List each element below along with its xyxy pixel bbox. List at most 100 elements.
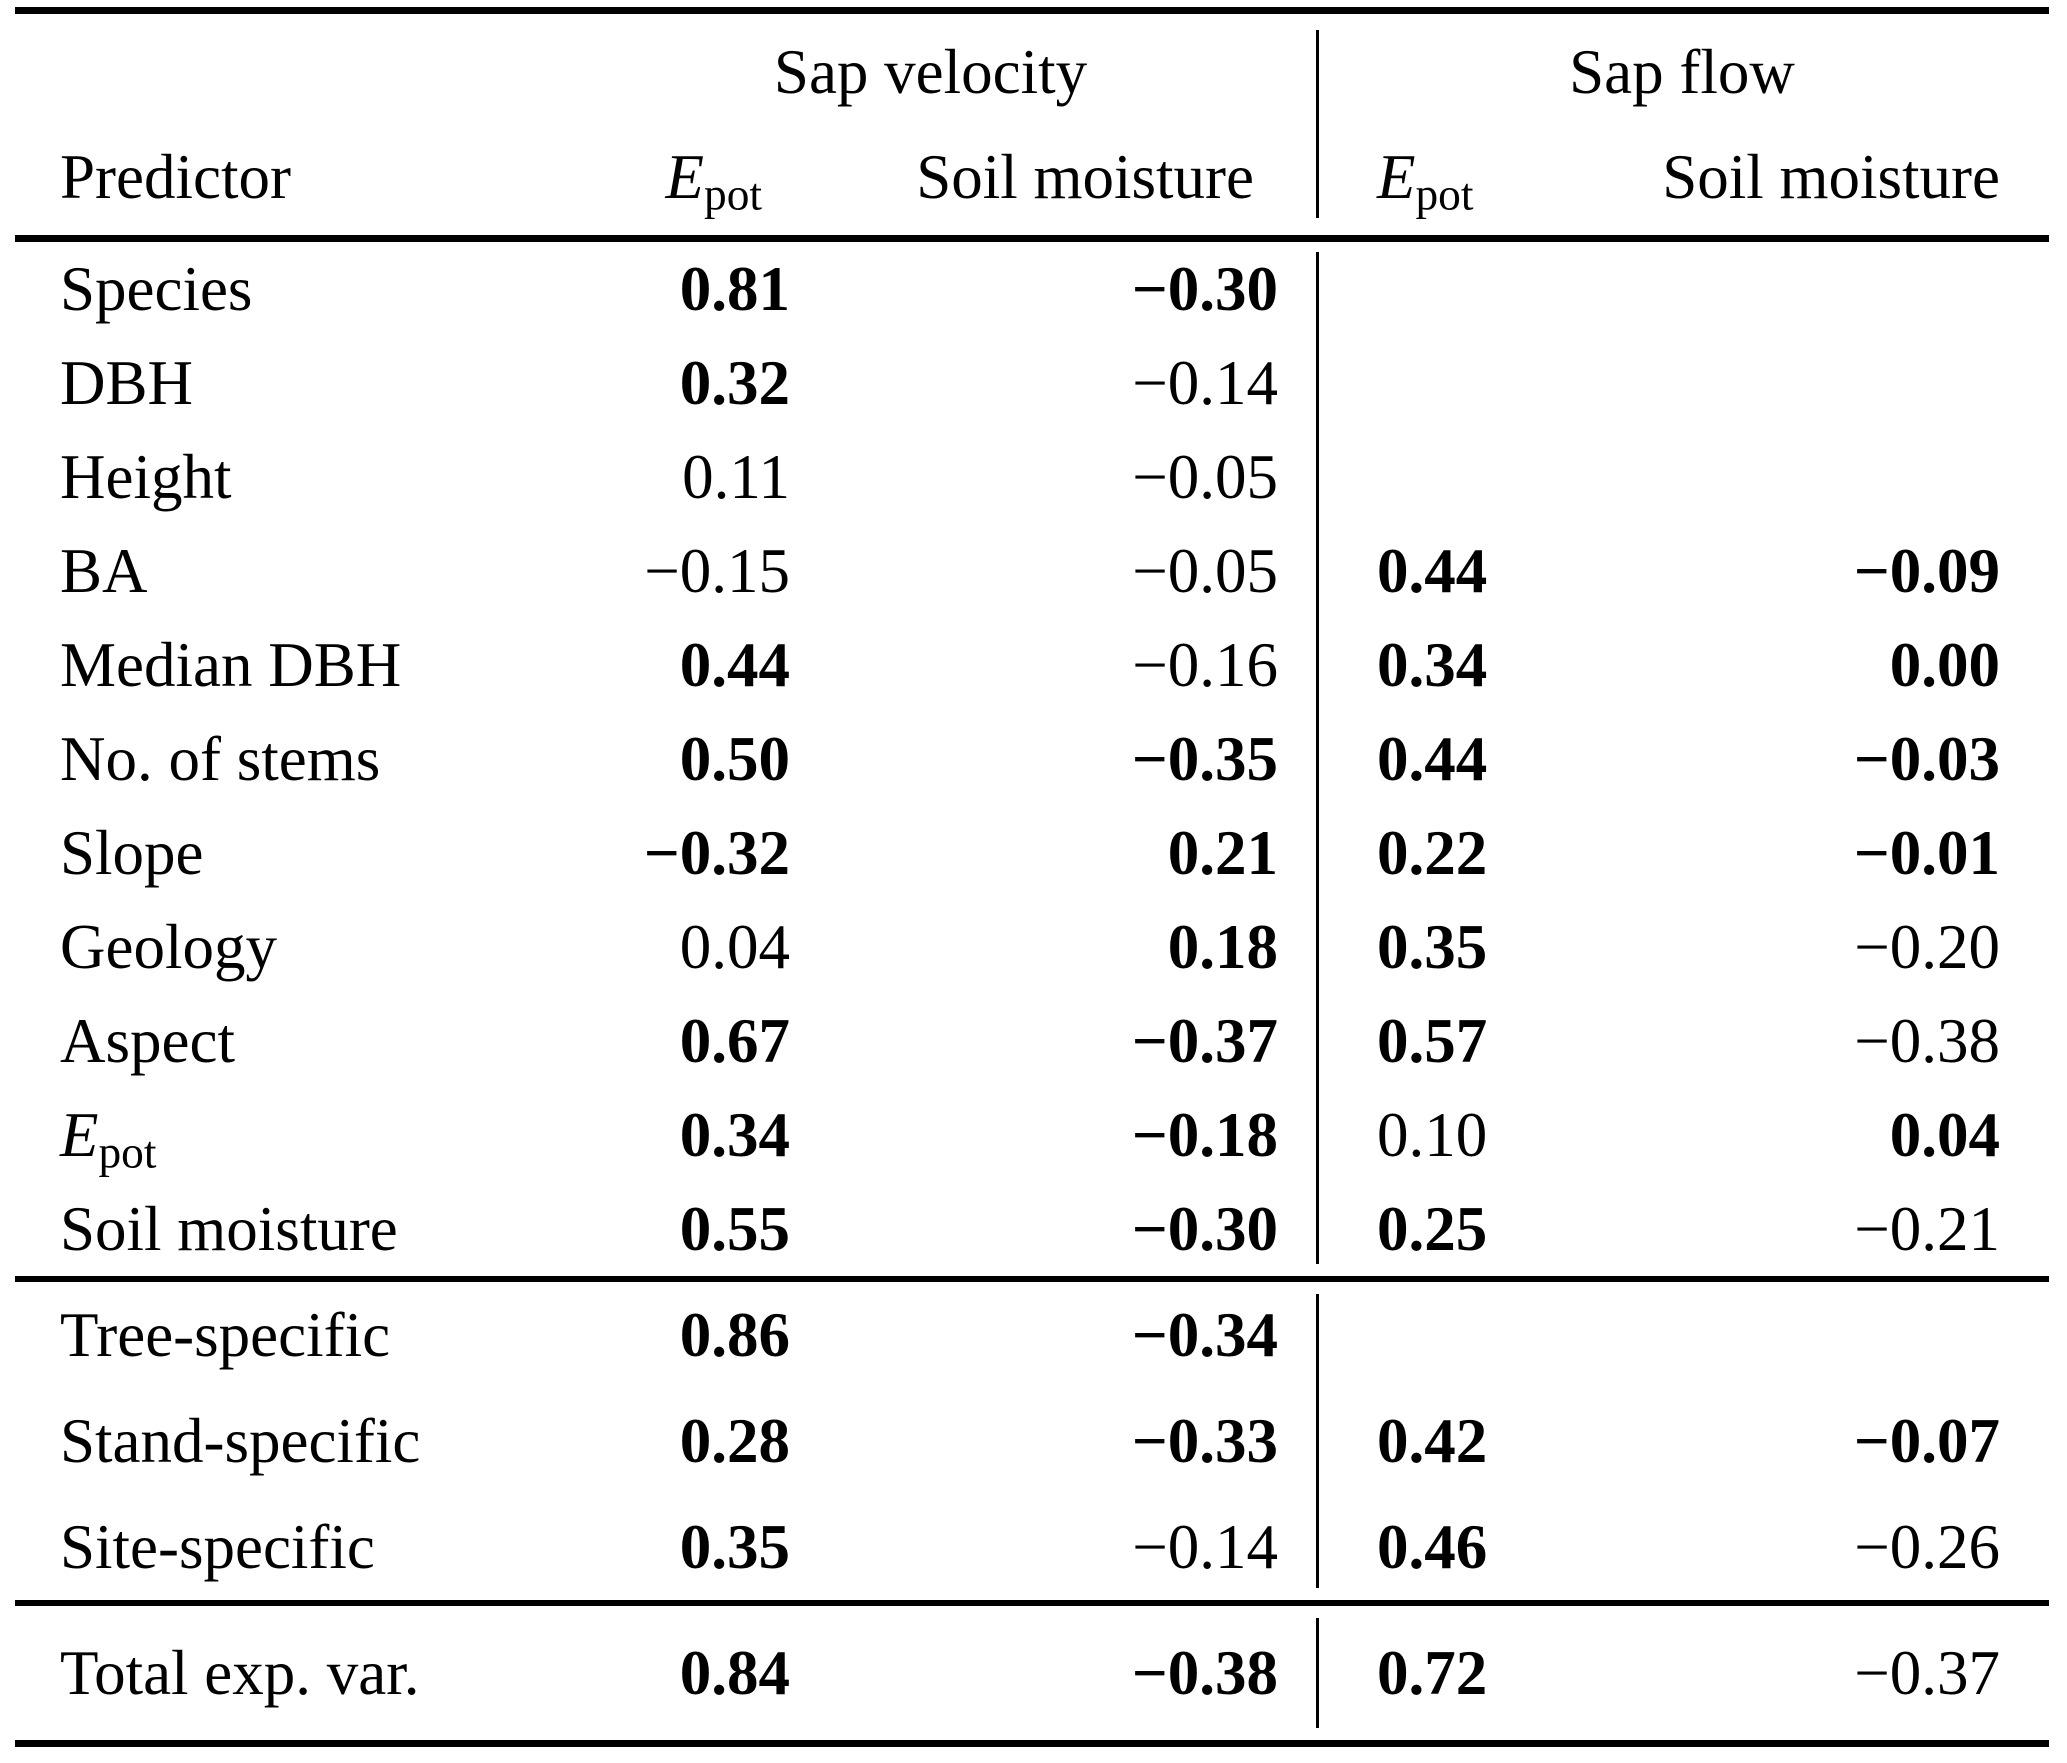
sap-velocity-soil-moisture-value: 0.18 <box>1167 912 1278 982</box>
predictor-cell: Species <box>60 254 253 324</box>
sap-velocity-soil-moisture-value: −0.14 <box>1132 1512 1278 1582</box>
column-header-predictor: Predictor <box>60 142 291 212</box>
column-header-row: Predictor Epot Soil moisture Epot Soil m… <box>15 125 2049 230</box>
table-row: BA −0.15 −0.05 0.44 −0.09 <box>15 524 2049 618</box>
sap-velocity-soil-moisture-value: −0.05 <box>1132 442 1278 512</box>
predictor-cell: BA <box>60 536 148 606</box>
vertical-rule-body-segment <box>1316 252 1319 1264</box>
sap-velocity-soil-moisture-value: −0.35 <box>1131 724 1278 794</box>
predictor-cell: Total exp. var. <box>60 1638 420 1708</box>
epot-symbol: E <box>665 142 705 212</box>
predictor-cell: Epot <box>15 1088 640 1182</box>
sap-flow-soil-moisture-value: −0.07 <box>1853 1406 2000 1476</box>
table-rule-below-header <box>15 235 2049 242</box>
sap-flow-soil-moisture-value <box>1560 1282 2049 1388</box>
sap-flow-epot-value: 0.57 <box>1377 1006 1488 1076</box>
vertical-rule-total-segment <box>1316 1618 1319 1728</box>
sap-flow-soil-moisture-value: 0.04 <box>1889 1100 2000 1170</box>
predictor-cell: No. of stems <box>60 724 381 794</box>
sap-flow-epot-value <box>1315 242 1560 336</box>
sap-flow-soil-moisture-value: −0.03 <box>1853 724 2000 794</box>
predictor-cell: Soil moisture <box>60 1194 398 1264</box>
sap-flow-epot-value: 0.44 <box>1377 536 1488 606</box>
sap-velocity-epot-value: −0.15 <box>644 536 790 606</box>
sap-flow-epot-value: 0.46 <box>1377 1512 1488 1582</box>
sap-flow-epot-value: 0.25 <box>1377 1194 1488 1264</box>
table-row: No. of stems 0.50 −0.35 0.44 −0.03 <box>15 712 2049 806</box>
epot-subscript: pot <box>704 169 762 220</box>
table-row: DBH 0.32 −0.14 <box>15 336 2049 430</box>
sap-flow-soil-moisture-value: −0.26 <box>1854 1512 2000 1582</box>
table-row: Height 0.11 −0.05 <box>15 430 2049 524</box>
predictor-cell: Height <box>60 442 232 512</box>
sap-velocity-epot-value: 0.32 <box>679 348 790 418</box>
sap-velocity-epot-value: 0.50 <box>679 724 790 794</box>
sap-flow-epot-value: 0.22 <box>1377 818 1488 888</box>
sap-velocity-epot-value: 0.86 <box>679 1300 790 1370</box>
sap-velocity-epot-value: 0.04 <box>679 912 790 982</box>
predictor-cell: Site-specific <box>60 1512 375 1582</box>
table-rule-mid-1 <box>15 1276 2049 1282</box>
column-header-soil-moisture-sap-flow: Soil moisture <box>1662 142 2000 212</box>
sap-velocity-epot-value: 0.44 <box>679 630 790 700</box>
predictor-cell: Tree-specific <box>60 1300 391 1370</box>
table-row: Aspect 0.67 −0.37 0.57 −0.38 <box>15 994 2049 1088</box>
sap-velocity-soil-moisture-value: −0.14 <box>1132 348 1278 418</box>
table-row: Geology 0.04 0.18 0.35 −0.20 <box>15 900 2049 994</box>
column-header-soil-moisture-sap-velocity: Soil moisture <box>916 142 1254 212</box>
table-row: Median DBH 0.44 −0.16 0.34 0.00 <box>15 618 2049 712</box>
sap-velocity-soil-moisture-value: −0.30 <box>1131 1194 1278 1264</box>
predictor-cell: Stand-specific <box>60 1406 421 1476</box>
table-rule-bottom <box>15 1740 2049 1747</box>
predictor-cell: DBH <box>60 348 194 418</box>
sap-flow-soil-moisture-value: −0.01 <box>1853 818 2000 888</box>
table-row: Epot 0.34 −0.18 0.10 0.04 <box>15 1088 2049 1182</box>
sap-velocity-soil-moisture-value: −0.18 <box>1131 1100 1278 1170</box>
table-row: Stand-specific 0.28 −0.33 0.42 −0.07 <box>15 1388 2049 1494</box>
sap-flow-epot-value: 0.42 <box>1377 1406 1488 1476</box>
sap-velocity-epot-value: 0.81 <box>679 254 790 324</box>
sap-flow-epot-value: 0.44 <box>1377 724 1488 794</box>
table-row: Tree-specific 0.86 −0.34 <box>15 1282 2049 1388</box>
sap-velocity-soil-moisture-value: 0.21 <box>1167 818 1278 888</box>
sap-velocity-soil-moisture-value: −0.05 <box>1132 536 1278 606</box>
sap-flow-soil-moisture-value <box>1560 242 2049 336</box>
sap-flow-epot-value <box>1315 430 1560 524</box>
epot-subscript: pot <box>98 1127 157 1178</box>
sap-velocity-soil-moisture-value: −0.38 <box>1131 1638 1278 1708</box>
table-row: Species 0.81 −0.30 <box>15 242 2049 336</box>
group-header-spacer <box>15 20 640 125</box>
table-row: Soil moisture 0.55 −0.30 0.25 −0.21 <box>15 1182 2049 1276</box>
sap-velocity-epot-value: 0.67 <box>679 1006 790 1076</box>
predictor-cell: Geology <box>60 912 277 982</box>
sap-velocity-epot-value: −0.32 <box>643 818 790 888</box>
table-row: Site-specific 0.35 −0.14 0.46 −0.26 <box>15 1494 2049 1600</box>
column-header-epot-sap-flow: Epot <box>1315 125 1560 230</box>
vertical-rule-groups-segment <box>1316 1294 1319 1588</box>
sap-velocity-epot-value: 0.55 <box>679 1194 790 1264</box>
sap-velocity-soil-moisture-value: −0.37 <box>1131 1006 1278 1076</box>
sap-flow-epot-value: 0.35 <box>1377 912 1488 982</box>
sap-velocity-soil-moisture-value: −0.30 <box>1131 254 1278 324</box>
epot-symbol: E <box>1377 142 1416 212</box>
group-header-row: Sap velocity Sap flow <box>15 20 2049 125</box>
predictor-cell: Aspect <box>60 1006 235 1076</box>
sap-flow-epot-value <box>1315 336 1560 430</box>
sap-flow-soil-moisture-value: −0.21 <box>1854 1194 2000 1264</box>
sap-velocity-epot-value: 0.35 <box>679 1512 790 1582</box>
table-row: Slope −0.32 0.21 0.22 −0.01 <box>15 806 2049 900</box>
sap-velocity-epot-value: 0.34 <box>679 1100 790 1170</box>
sap-flow-epot-value: 0.72 <box>1377 1638 1488 1708</box>
column-header-epot-sap-velocity: Epot <box>640 125 790 230</box>
sap-flow-epot-value: 0.34 <box>1377 630 1488 700</box>
table-row: Total exp. var. 0.84 −0.38 0.72 −0.37 <box>15 1606 2049 1740</box>
sap-velocity-soil-moisture-value: −0.16 <box>1132 630 1278 700</box>
vertical-rule-header-segment <box>1316 30 1319 218</box>
predictor-cell: Slope <box>60 818 204 888</box>
table-rule-top <box>15 7 2049 14</box>
sap-flow-soil-moisture-value: −0.20 <box>1854 912 2000 982</box>
sap-flow-epot-value: 0.10 <box>1377 1100 1488 1170</box>
sap-flow-soil-moisture-value: −0.37 <box>1854 1638 2000 1708</box>
sap-flow-soil-moisture-value <box>1560 430 2049 524</box>
